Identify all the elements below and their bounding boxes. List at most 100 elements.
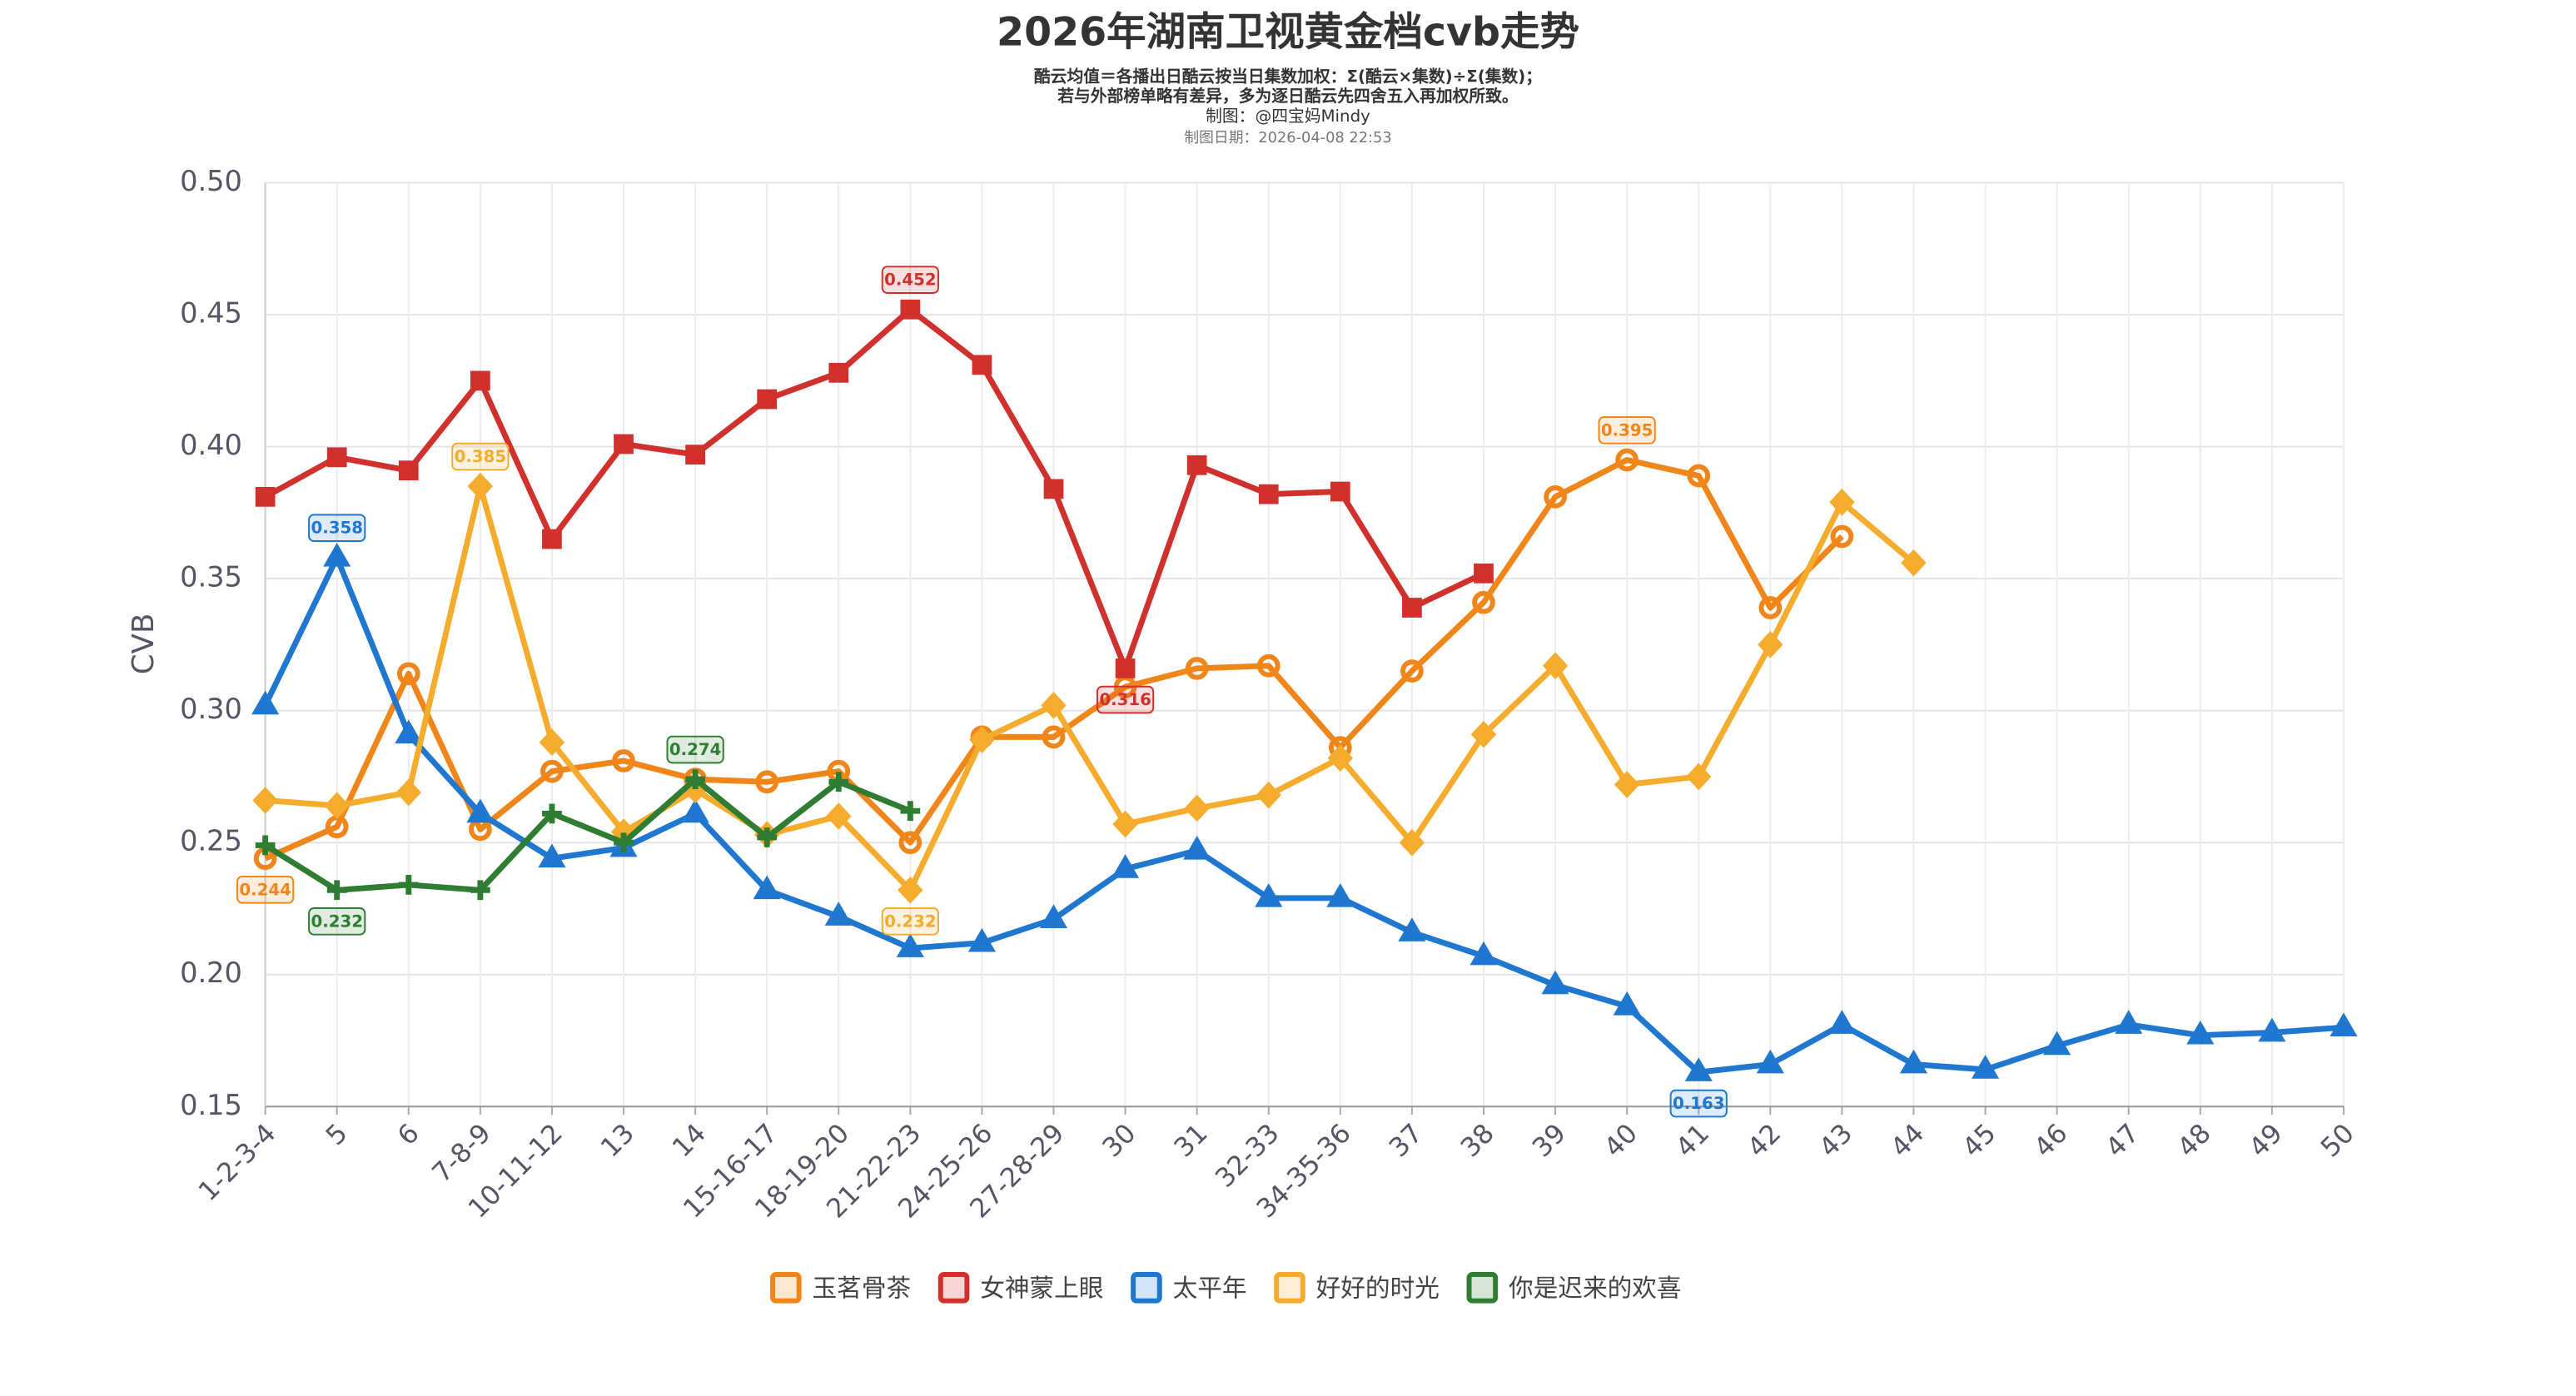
series: 0.452 0.316	[255, 266, 1494, 714]
marker	[826, 802, 852, 830]
marker	[2186, 1020, 2215, 1045]
marker	[1614, 771, 1640, 798]
marker	[252, 787, 278, 814]
marker	[685, 445, 705, 465]
marker	[1758, 631, 1783, 658]
marker	[898, 831, 922, 855]
data-label: 0.452	[884, 271, 937, 290]
marker	[539, 728, 565, 757]
marker	[251, 690, 280, 715]
marker	[466, 798, 495, 823]
marker	[1472, 590, 1495, 614]
marker	[395, 778, 421, 807]
data-label: 0.358	[311, 519, 363, 538]
marker	[898, 876, 923, 904]
legend-swatch	[937, 1272, 970, 1304]
legend-label: 好好的时光	[1316, 1273, 1440, 1302]
data-label: 0.385	[455, 447, 507, 466]
series-line	[263, 306, 1485, 672]
marker	[542, 803, 562, 824]
marker	[1758, 596, 1783, 619]
data-label-box	[881, 907, 939, 936]
marker	[1544, 485, 1567, 509]
legend: 玉茗骨茶 女神蒙上眼 太平年 好好的时光 你是迟来的欢喜	[770, 1272, 1682, 1304]
marker	[2115, 1010, 2143, 1034]
marker	[1258, 484, 1279, 504]
marker	[1402, 598, 1422, 618]
series: 0.358 0.163	[251, 514, 2358, 1118]
y-tick-label: 0.45	[180, 297, 242, 330]
marker	[1541, 970, 1569, 995]
x-tick-label: 45	[1957, 1119, 2002, 1164]
series-line	[265, 483, 1916, 893]
marker	[1756, 1049, 1784, 1074]
marker	[396, 662, 420, 686]
marker	[538, 843, 566, 868]
y-tick-label: 0.50	[180, 165, 242, 197]
marker	[1185, 657, 1209, 680]
subtitle: 制图：@四宝妈Mindy	[1206, 107, 1370, 126]
x-tick-label: 37	[1384, 1119, 1429, 1164]
legend-swatch	[1131, 1272, 1162, 1304]
marker	[470, 370, 490, 391]
series-line	[262, 554, 2345, 1076]
marker	[1327, 744, 1354, 773]
marker	[395, 719, 423, 744]
y-axis-label: CVB	[127, 614, 161, 675]
marker	[2043, 1031, 2071, 1056]
marker	[1326, 882, 1355, 907]
marker	[828, 362, 849, 383]
legend-swatch	[770, 1272, 802, 1304]
series: 0.274 0.232	[255, 735, 921, 936]
marker	[1186, 455, 1207, 475]
marker	[1901, 549, 1927, 577]
marker	[972, 355, 992, 375]
marker	[2258, 1017, 2286, 1042]
series: 0.385 0.232	[252, 442, 1927, 936]
marker	[614, 832, 634, 853]
marker	[326, 880, 347, 901]
x-tick-label: 44	[1885, 1119, 1930, 1164]
y-tick-label: 0.35	[180, 561, 242, 594]
marker	[542, 529, 562, 549]
marker	[255, 486, 276, 507]
marker	[612, 749, 635, 773]
marker	[540, 759, 564, 783]
x-tick-label: 30	[1097, 1119, 1142, 1164]
data-label-box	[666, 735, 724, 764]
x-tick-label: 50	[2315, 1119, 2360, 1164]
marker	[824, 902, 853, 926]
marker	[900, 801, 921, 822]
marker	[1470, 941, 1498, 966]
subtitle: 酷云均值＝各播出日酷云按当日集数加权：Σ(酷云×集数)÷Σ(集数)；	[1034, 67, 1542, 86]
data-label-box	[881, 266, 939, 294]
data-label: 0.244	[239, 880, 291, 899]
x-tick-label: 5	[321, 1119, 354, 1152]
marker	[681, 798, 709, 823]
marker	[1615, 448, 1639, 472]
marker	[828, 772, 849, 792]
marker	[1183, 835, 1211, 860]
chart-title: 2026年湖南卫视黄金档cvb走势	[997, 10, 1579, 56]
data-label-box	[1669, 1089, 1728, 1118]
marker	[470, 880, 490, 901]
x-tick-label: 13	[595, 1119, 640, 1164]
marker	[969, 726, 995, 753]
data-label-box	[1598, 416, 1656, 445]
marker	[467, 472, 494, 500]
subtitle: 若与外部榜单略有差异，多为逐日酷云先四舍五入再加权所致。	[1057, 87, 1518, 106]
marker	[1330, 481, 1350, 502]
x-tick-label: 46	[2029, 1119, 2074, 1164]
marker	[1041, 692, 1067, 719]
marker	[1184, 794, 1210, 822]
marker	[1470, 720, 1497, 748]
marker	[2330, 1012, 2358, 1037]
x-tick-label: 41	[1670, 1119, 1715, 1164]
marker	[1256, 653, 1281, 678]
marker	[1111, 854, 1140, 878]
marker	[1474, 563, 1494, 584]
x-tick-label: 6	[392, 1119, 425, 1152]
x-tick-label: 1-2-3-4	[193, 1119, 282, 1208]
marker	[326, 447, 347, 468]
y-tick-label: 0.20	[180, 956, 242, 989]
